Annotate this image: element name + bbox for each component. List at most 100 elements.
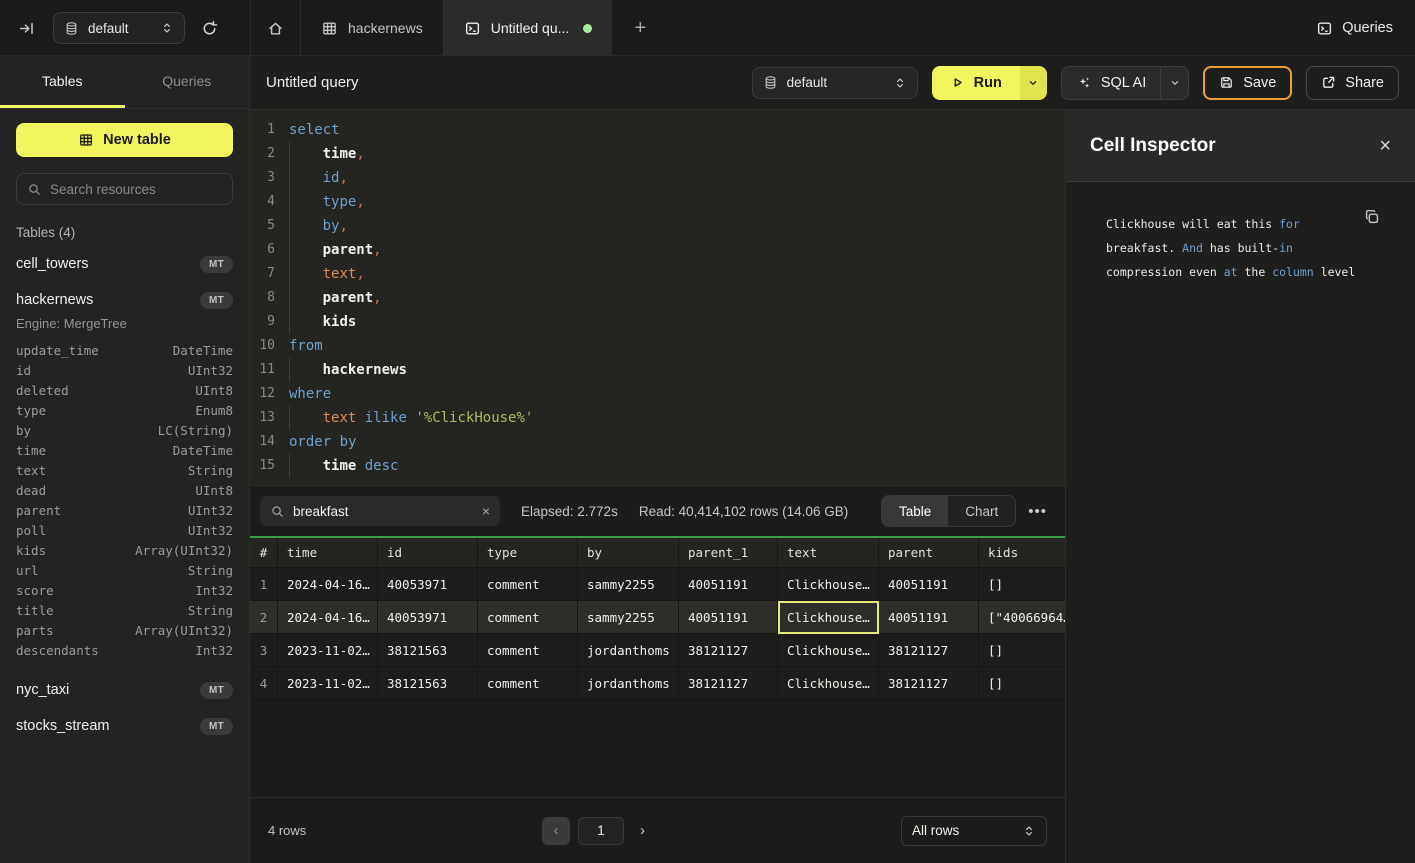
column-type: String — [187, 602, 233, 618]
table-cell[interactable]: comment — [478, 601, 578, 634]
token: , — [373, 242, 382, 258]
table-cell[interactable]: Clickhouse… — [778, 601, 879, 634]
table-cell[interactable]: [] — [979, 568, 1072, 601]
page-size-selector[interactable]: All rows — [901, 815, 1047, 846]
token: , — [373, 290, 382, 306]
table-cell[interactable]: 38121563 — [378, 667, 478, 700]
table-item-nyc_taxi[interactable]: nyc_taxi MT — [0, 670, 249, 706]
query-title: Untitled query — [266, 74, 359, 91]
close-icon[interactable]: × — [1379, 134, 1391, 157]
refresh-icon[interactable] — [201, 20, 218, 37]
share-button[interactable]: Share — [1306, 65, 1399, 100]
cell-value-token: in — [1279, 241, 1293, 255]
sql-ai-button[interactable]: SQL AI — [1062, 67, 1160, 99]
indent-guide — [289, 238, 290, 262]
sidebar-tab-queries[interactable]: Queries — [162, 72, 212, 89]
query-database-selector[interactable]: default — [751, 66, 918, 99]
tab-home[interactable] — [251, 0, 301, 56]
editor-line: 5 by, — [250, 214, 1065, 238]
tab-hackernews[interactable]: hackernews — [301, 0, 444, 56]
cell-inspector-panel: Cell Inspector × Clickhouse will eat thi… — [1065, 110, 1415, 863]
editor-line: 11 hackernews — [250, 358, 1065, 382]
more-options-icon[interactable]: ••• — [1028, 502, 1047, 520]
clear-search-icon[interactable]: × — [481, 503, 490, 519]
topbar-database-selector[interactable]: default — [53, 12, 185, 44]
run-button[interactable]: Run — [931, 65, 1020, 100]
row-number-cell[interactable]: 3 — [250, 634, 278, 667]
table-cell[interactable]: 38121127 — [679, 667, 778, 700]
table-item-stocks_stream[interactable]: stocks_stream MT — [0, 706, 249, 742]
column-row: parts Array(UInt32) — [16, 620, 233, 640]
table-cell[interactable]: 2024-04-16… — [278, 601, 378, 634]
table-cell[interactable]: 38121127 — [879, 667, 979, 700]
code-text: time desc — [289, 454, 399, 478]
table-cell[interactable]: 40051191 — [679, 601, 778, 634]
table-cell[interactable]: jordanthoms — [578, 634, 679, 667]
pagination: ‹ 1 › — [542, 816, 645, 845]
table-cell[interactable]: comment — [478, 568, 578, 601]
cell-value-token: the — [1237, 265, 1273, 279]
table-cell[interactable]: jordanthoms — [578, 667, 679, 700]
row-number-cell[interactable]: 2 — [250, 601, 278, 634]
table-cell[interactable]: 40051191 — [679, 568, 778, 601]
new-tab-button[interactable]: + — [634, 16, 647, 39]
column-type: UInt32 — [187, 502, 233, 518]
view-toggle-chart[interactable]: Chart — [965, 503, 999, 519]
run-options-button[interactable] — [1019, 65, 1047, 100]
table-item-cell_towers[interactable]: cell_towers MT — [0, 244, 249, 280]
column-name: by — [16, 422, 32, 438]
save-button[interactable]: Save — [1203, 65, 1293, 100]
results-search-input[interactable] — [293, 503, 474, 519]
row-number-cell[interactable]: 4 — [250, 667, 278, 700]
column-type: UInt32 — [187, 522, 233, 538]
search-resources-input[interactable] — [50, 181, 227, 197]
line-number: 3 — [267, 170, 275, 185]
next-page-button[interactable]: › — [640, 822, 645, 839]
table-cell[interactable]: 38121127 — [679, 634, 778, 667]
collapse-sidebar-icon[interactable] — [18, 20, 35, 37]
new-table-button[interactable]: New table — [16, 123, 233, 157]
table-cell[interactable]: [] — [979, 667, 1072, 700]
current-page[interactable]: 1 — [578, 816, 624, 845]
table-item-hackernews[interactable]: hackernews MT Engine: MergeTree update_time… — [0, 280, 249, 670]
save-label: Save — [1243, 74, 1277, 91]
prev-page-button[interactable]: ‹ — [542, 816, 570, 845]
table-cell[interactable]: sammy2255 — [578, 568, 679, 601]
row-number-cell[interactable]: 1 — [250, 568, 278, 601]
table-cell[interactable]: 40051191 — [879, 601, 979, 634]
line-number: 9 — [267, 314, 275, 329]
table-cell[interactable]: 38121563 — [378, 634, 478, 667]
sidebar-tab-tables[interactable]: Tables — [0, 56, 125, 108]
tab-untitled-query[interactable]: Untitled qu... — [443, 0, 613, 56]
editor-line: 7 text, — [250, 262, 1065, 286]
table-cell[interactable]: 40053971 — [378, 568, 478, 601]
column-header-by: by — [578, 538, 679, 568]
table-cell[interactable]: sammy2255 — [578, 601, 679, 634]
table-cell[interactable]: 2024-04-16… — [278, 568, 378, 601]
editor-line: 3 id, — [250, 166, 1065, 190]
line-number: 7 — [267, 266, 275, 281]
table-cell[interactable]: 40053971 — [378, 601, 478, 634]
sql-editor[interactable]: 1 select 2 time, 3 id, 4 type, 5 by, 6 parent, 7 text… — [250, 110, 1065, 486]
queries-shortcut[interactable]: Queries — [1316, 0, 1393, 56]
table-cell[interactable]: comment — [478, 667, 578, 700]
token: , — [356, 146, 365, 162]
table-cell[interactable]: Clickhouse… — [778, 667, 879, 700]
table-cell[interactable]: Clickhouse… — [778, 568, 879, 601]
table-cell[interactable]: 2023-11-02… — [278, 634, 378, 667]
table-cell[interactable]: Clickhouse… — [778, 634, 879, 667]
copy-icon[interactable] — [1363, 208, 1381, 226]
table-cell[interactable]: 40051191 — [879, 568, 979, 601]
unsaved-indicator — [583, 23, 593, 33]
table-cell[interactable]: comment — [478, 634, 578, 667]
token: type — [322, 194, 357, 210]
sql-ai-options-button[interactable] — [1160, 66, 1188, 99]
table-cell[interactable]: 2023-11-02… — [278, 667, 378, 700]
table-cell[interactable]: 38121127 — [879, 634, 979, 667]
column-row: deleted UInt8 — [16, 380, 233, 400]
table-cell[interactable]: [] — [979, 634, 1072, 667]
view-toggle-table[interactable]: Table — [881, 496, 949, 526]
chevron-down-icon — [1169, 77, 1181, 89]
engine-badge: MT — [199, 291, 233, 309]
table-cell[interactable]: ["40066964… — [979, 601, 1072, 634]
